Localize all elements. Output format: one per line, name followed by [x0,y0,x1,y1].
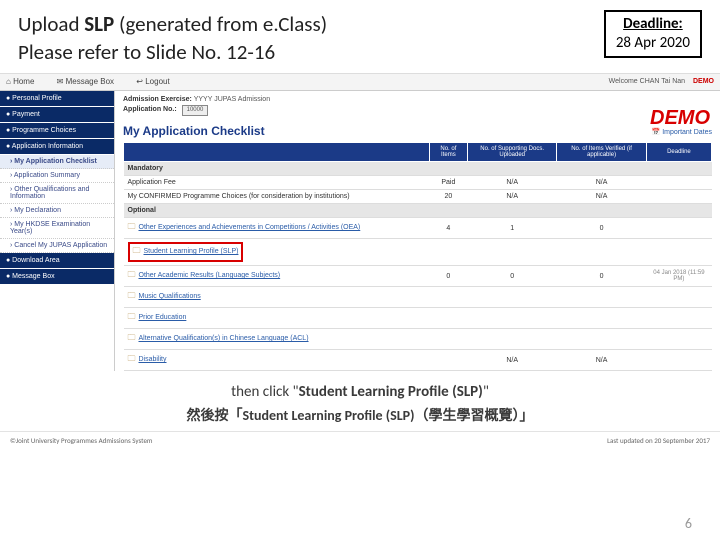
sidebar-item[interactable]: ● Download Area [0,253,114,269]
table-row[interactable]: 🗀Prior Education [124,308,712,329]
folder-icon: 🗀 [128,270,136,279]
folder-icon: 🗀 [128,312,136,321]
sidebar-subitem[interactable]: › Other Qualifications and Information [0,183,114,204]
checklist-title: My Application Checklist [123,124,712,138]
nav-home[interactable]: ⌂ Home [6,77,44,86]
table-row[interactable]: 🗀Student Learning Profile (SLP) [124,239,712,266]
sidebar-subitem[interactable]: › My Application Checklist [0,155,114,169]
folder-icon: 🗀 [133,246,141,255]
table-row[interactable]: Application FeePaidN/AN/A [124,176,712,190]
nav-msgbox[interactable]: ✉ Message Box [57,77,124,86]
table-row[interactable]: 🗀DisabilityN/AN/A [124,350,712,371]
sidebar-subitem[interactable]: › Cancel My JUPAS Application [0,239,114,253]
table-row[interactable]: 🗀Other Experiences and Achievements in C… [124,218,712,239]
table-row[interactable]: 🗀Other Academic Results (Language Subjec… [124,266,712,287]
table-row[interactable]: 🗀Music Qualifications [124,287,712,308]
sidebar-subitem[interactable]: › My HKDSE Examination Year(s) [0,218,114,239]
footer-right: Last updated on 20 September 2017 [607,436,710,445]
folder-icon: 🗀 [128,354,136,363]
table-row[interactable]: My CONFIRMED Programme Choices (for cons… [124,190,712,204]
page-number: 6 [685,515,692,532]
deadline-box: Deadline: 28 Apr 2020 [604,10,702,58]
checklist-table: No. of ItemsNo. of Supporting Docs. Uplo… [123,142,712,371]
footer-left: ©Joint University Programmes Admissions … [10,436,153,445]
main-panel: Admission Exercise: YYYY JUPAS Admission… [115,91,720,372]
application-screenshot: ⌂ Home ✉ Message Box ↩ Logout Welcome CH… [0,73,720,372]
folder-icon: 🗀 [128,333,136,342]
sidebar-item[interactable]: ● Programme Choices [0,123,114,139]
folder-icon: 🗀 [128,222,136,231]
instruction-ch: 然後按「Student Learning Profile (SLP)（學生學習概… [0,405,720,425]
slide-title: Upload SLP (generated from e.Class) Plea… [18,10,327,67]
footer-bar: ©Joint University Programmes Admissions … [0,431,720,449]
sidebar-item[interactable]: ● Payment [0,107,114,123]
demo-badge: DEMO [650,107,710,130]
sidebar-item[interactable]: ● Personal Profile [0,91,114,107]
nav-logout[interactable]: ↩ Logout [136,77,179,86]
folder-icon: 🗀 [128,291,136,300]
sidebar-subitem[interactable]: › Application Summary [0,169,114,183]
sidebar-item[interactable]: ● Message Box [0,269,114,285]
demo-tag: DEMO [693,78,714,85]
table-row[interactable]: 🗀Alternative Qualification(s) in Chinese… [124,329,712,350]
sidebar: ● Personal Profile● Payment● Programme C… [0,91,115,372]
instruction-en: then click "Student Learning Profile (SL… [0,383,720,401]
sidebar-item[interactable]: ● Application Information [0,139,114,155]
welcome-text: Welcome CHAN Tai Nan [609,78,685,85]
sidebar-subitem[interactable]: › My Declaration [0,204,114,218]
topbar: ⌂ Home ✉ Message Box ↩ Logout Welcome CH… [0,74,720,91]
